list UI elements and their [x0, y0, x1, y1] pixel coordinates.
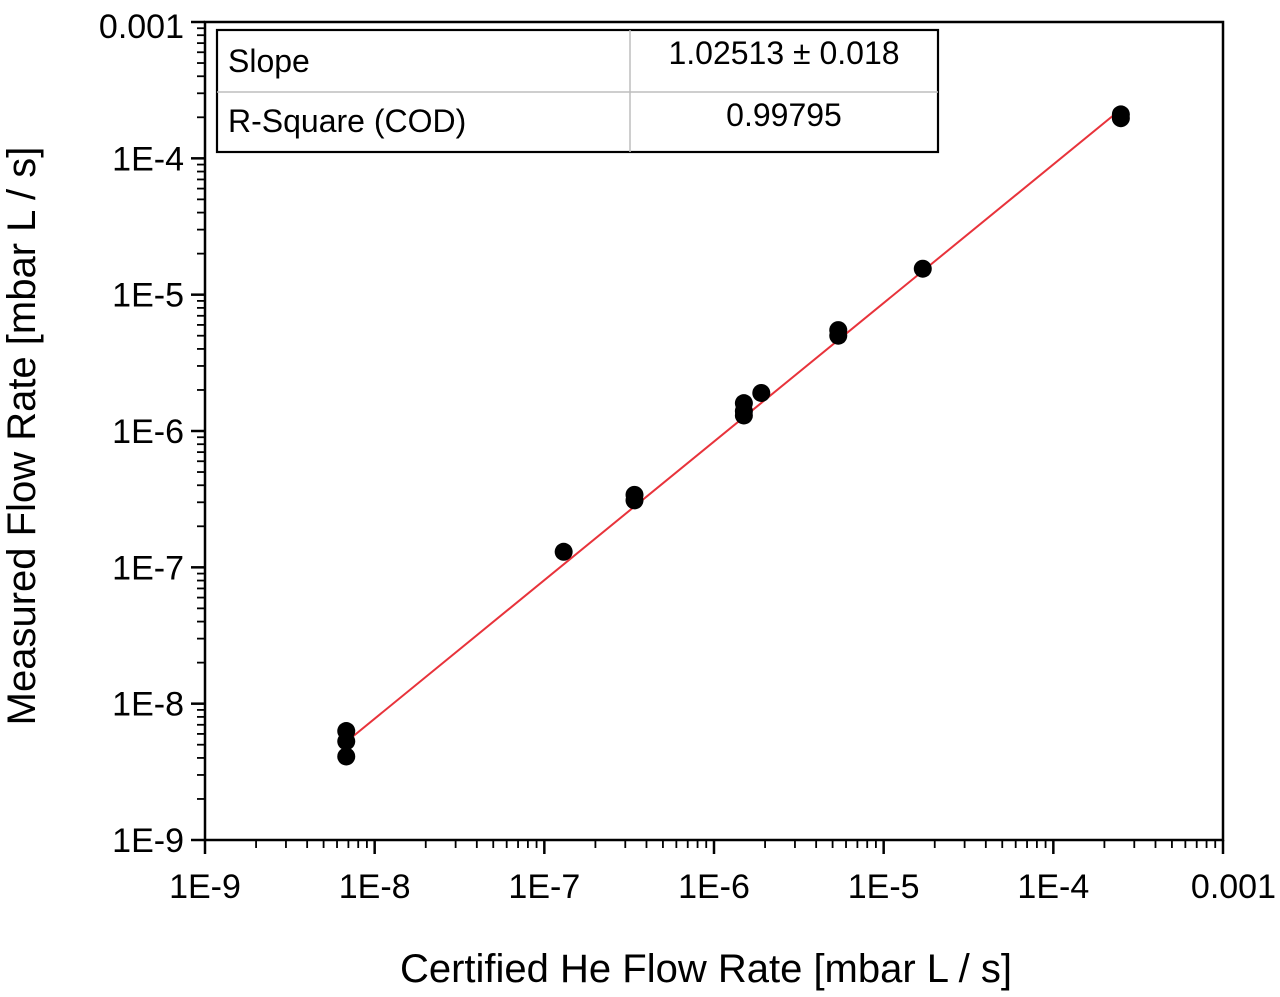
x-tick-label: 1E-4 — [1017, 868, 1089, 906]
y-tick-label: 0.001 — [99, 8, 184, 46]
x-tick-label: 1E-5 — [848, 868, 920, 906]
y-tick-label: 1E-4 — [112, 140, 184, 178]
stats-label: Slope — [228, 43, 310, 79]
x-tick-label: 1E-7 — [508, 868, 580, 906]
y-tick-label: 1E-7 — [112, 549, 184, 587]
fit-line — [347, 108, 1122, 741]
x-tick-label: 1E-6 — [678, 868, 750, 906]
y-tick-label: 1E-9 — [112, 822, 184, 860]
stats-value: 0.99795 — [726, 97, 842, 133]
y-tick-label: 1E-5 — [112, 277, 184, 315]
x-axis-title: Certified He Flow Rate [mbar L / s] — [400, 947, 1012, 991]
data-point — [829, 326, 848, 345]
data-point — [1111, 109, 1130, 128]
data-point — [752, 383, 771, 402]
x-tick-label: 1E-9 — [169, 868, 241, 906]
data-point — [554, 542, 573, 561]
data-point — [913, 259, 932, 278]
x-tick-label: 1E-8 — [339, 868, 411, 906]
stats-value: 1.02513 ± 0.018 — [668, 35, 899, 71]
data-point — [734, 406, 753, 425]
y-tick-label: 1E-8 — [112, 686, 184, 724]
data-point — [337, 747, 356, 766]
y-tick-label: 1E-6 — [112, 413, 184, 451]
stats-label: R-Square (COD) — [228, 103, 466, 139]
stats-table-border — [215, 28, 940, 154]
x-tick-label: 0.001 — [1191, 868, 1276, 906]
data-point — [337, 732, 356, 751]
y-axis-title: Measured Flow Rate [mbar L / s] — [0, 147, 44, 726]
data-point — [625, 491, 644, 510]
